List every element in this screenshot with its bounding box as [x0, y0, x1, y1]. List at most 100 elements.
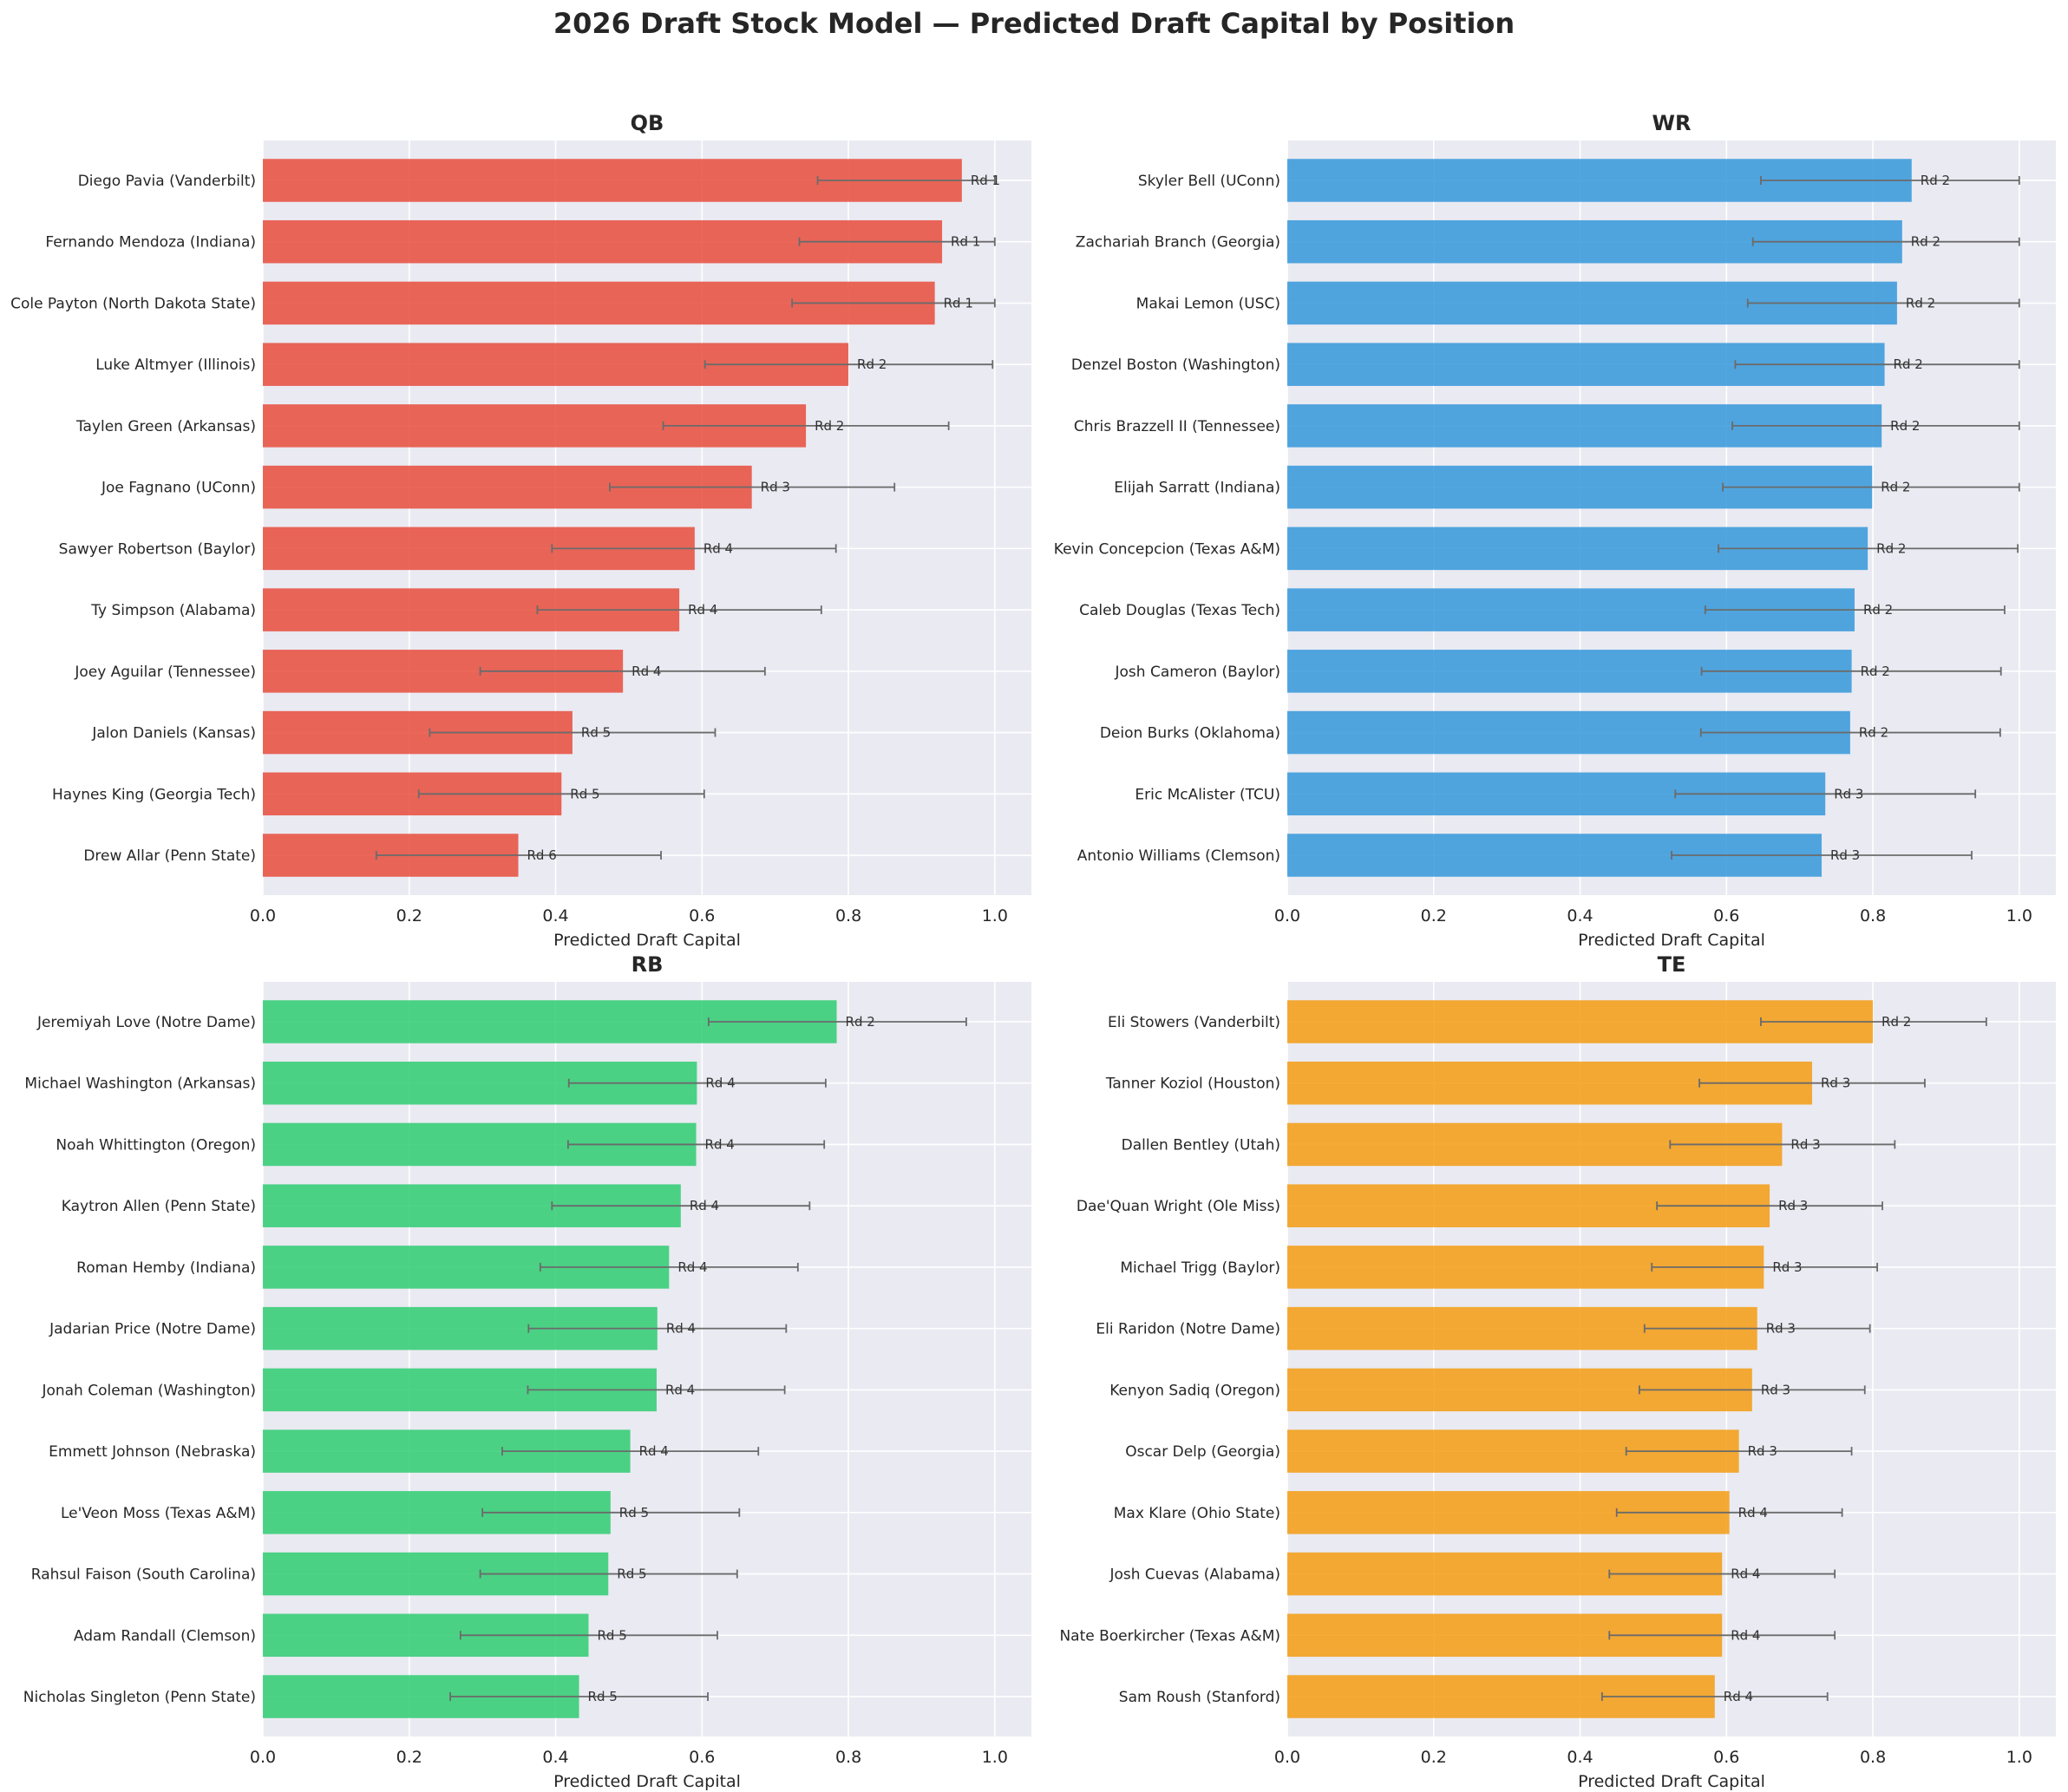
data-label: Rd 2: [846, 1014, 875, 1030]
panel-rb: Rd 2 Rd 4 Rd 4 Rd 4 Rd 4 Rd 4 Rd 4 Rd 4 Rd 5 Rd 5…: [23, 952, 1031, 1791]
x-axis-label: Predicted Draft Capital: [1578, 931, 1765, 950]
x-tick-label: 0.2: [1421, 906, 1447, 925]
data-label: Rd 2: [1906, 295, 1935, 311]
y-tick-label: Luke Altmyer (Illinois): [95, 356, 256, 374]
panel-title: RB: [632, 952, 664, 977]
y-tick-label: Ty Simpson (Alabama): [90, 602, 256, 619]
data-label: Rd 2: [1876, 540, 1906, 556]
y-tick-label: Caleb Douglas (Texas Tech): [1079, 602, 1280, 619]
x-tick-label: 1.0: [2006, 1748, 2032, 1767]
data-label: Rd 5: [617, 1566, 646, 1582]
data-label: Rd 4: [665, 1382, 695, 1397]
figure-title: 2026 Draft Stock Model — Predicted Draft…: [553, 7, 1515, 40]
y-tick-label: Jonah Coleman (Washington): [41, 1382, 256, 1399]
y-tick-label: Adam Randall (Clemson): [74, 1627, 256, 1645]
y-tick-label: Kenyon Sadiq (Oregon): [1109, 1382, 1280, 1399]
data-label: Rd 5: [588, 1689, 618, 1704]
x-tick-label: 0.4: [542, 1748, 568, 1767]
data-label: Rd 2: [1921, 173, 1950, 188]
y-tick-label: Nicholas Singleton (Penn State): [23, 1689, 256, 1706]
y-tick-label: Elijah Sarratt (Indiana): [1114, 480, 1280, 497]
data-label: Rd 5: [581, 725, 611, 741]
y-tick-label: Sawyer Robertson (Baylor): [59, 540, 256, 558]
data-label: Rd 4: [1731, 1627, 1760, 1643]
data-label: Rd 2: [1890, 418, 1920, 434]
y-tick-label: Diego Pavia (Vanderbilt): [78, 173, 256, 190]
x-tick-label: 1.0: [2006, 906, 2032, 925]
y-tick-label: Emmett Johnson (Nebraska): [49, 1443, 256, 1461]
data-label: Rd 3: [1834, 786, 1863, 801]
y-tick-label: Le'Veon Moss (Texas A&M): [61, 1505, 256, 1522]
x-tick-label: 0.6: [1713, 906, 1739, 925]
data-label: Rd 5: [597, 1627, 626, 1643]
data-label: Rd 4: [688, 602, 717, 618]
plot-area: [263, 141, 1031, 895]
data-label: Rd 5: [570, 786, 599, 801]
x-tick-label: 1.0: [982, 906, 1008, 925]
data-label: Rd 4: [639, 1443, 669, 1459]
x-tick-label: 0.8: [835, 906, 861, 925]
x-tick-label: 0.6: [1713, 1748, 1739, 1767]
data-label: Rd 3: [1778, 1198, 1808, 1213]
y-tick-label: Taylen Green (Arkansas): [75, 418, 256, 435]
data-label: Rd 4: [1731, 1566, 1760, 1582]
x-tick-label: 0.2: [396, 906, 422, 925]
x-tick-label: 0.4: [1567, 1748, 1593, 1767]
x-tick-label: 1.0: [982, 1748, 1008, 1767]
y-tick-label: Nate Boerkircher (Texas A&M): [1059, 1627, 1280, 1645]
y-tick-label: Joe Fagnano (UConn): [101, 480, 256, 497]
y-tick-label: Sam Roush (Stanford): [1119, 1689, 1280, 1706]
data-label: Rd 4: [632, 664, 661, 679]
plot-area: [1287, 982, 2056, 1736]
x-tick-label: 0.0: [1274, 906, 1300, 925]
data-label: Rd 4: [704, 540, 733, 556]
data-label: Rd 2: [1863, 602, 1893, 618]
data-label: Rd 3: [1790, 1136, 1820, 1152]
data-label: Rd 3: [1821, 1076, 1850, 1091]
x-tick-label: 0.4: [1567, 906, 1593, 925]
y-tick-label: Noah Whittington (Oregon): [56, 1136, 256, 1154]
data-label: Rd 2: [1861, 664, 1890, 679]
x-tick-label: 0.2: [1421, 1748, 1447, 1767]
y-tick-label: Josh Cuevas (Alabama): [1109, 1566, 1280, 1584]
panel-title: QB: [631, 111, 664, 135]
data-label: Rd 4: [690, 1198, 719, 1213]
data-label: Rd 4: [1724, 1689, 1753, 1704]
y-tick-label: Tanner Koziol (Houston): [1105, 1076, 1280, 1093]
y-tick-label: Denzel Boston (Washington): [1071, 356, 1280, 374]
y-tick-label: Dae'Quan Wright (Ole Miss): [1077, 1198, 1280, 1215]
x-tick-label: 0.6: [689, 906, 715, 925]
y-tick-label: Kevin Concepcion (Texas A&M): [1054, 540, 1280, 558]
plot-area: [263, 982, 1031, 1736]
y-tick-label: Haynes King (Georgia Tech): [52, 786, 256, 803]
x-axis-label: Predicted Draft Capital: [1578, 1772, 1765, 1791]
data-label: Rd 2: [1881, 1014, 1911, 1030]
y-tick-label: Chris Brazzell II (Tennessee): [1074, 418, 1280, 435]
x-tick-label: 0.2: [396, 1748, 422, 1767]
y-tick-label: Cole Payton (North Dakota State): [10, 295, 256, 312]
panel-title: TE: [1658, 952, 1686, 977]
data-label: Rd 2: [1911, 234, 1940, 250]
data-label: Rd 1: [951, 234, 980, 250]
data-label: Rd 3: [1761, 1382, 1790, 1397]
y-tick-label: Michael Washington (Arkansas): [24, 1076, 256, 1093]
y-tick-label: Eli Stowers (Vanderbilt): [1108, 1014, 1280, 1031]
y-tick-label: Deion Burks (Oklahoma): [1100, 725, 1280, 742]
y-tick-label: Rahsul Faison (South Carolina): [31, 1566, 256, 1584]
y-tick-label: Makai Lemon (USC): [1136, 295, 1280, 312]
y-tick-label: Kaytron Allen (Penn State): [62, 1198, 256, 1215]
y-tick-label: Drew Allar (Penn State): [83, 847, 256, 865]
panel-te: Rd 2 Rd 3 Rd 3 Rd 3 Rd 3 Rd 3 Rd 3 Rd 3 Rd 4 Rd 4…: [1059, 952, 2056, 1791]
x-tick-label: 0.8: [835, 1748, 861, 1767]
plot-area: [1287, 141, 2056, 895]
y-tick-label: Roman Hemby (Indiana): [76, 1259, 256, 1277]
panel-wr: Rd 2 Rd 2 Rd 2 Rd 2 Rd 2 Rd 2 Rd 2 Rd 2 Rd 2 Rd 2…: [1054, 111, 2056, 950]
data-label: Rd 3: [1772, 1259, 1802, 1275]
data-label: Rd 4: [677, 1259, 707, 1275]
y-tick-label: Max Klare (Ohio State): [1114, 1505, 1280, 1522]
x-tick-label: 0.6: [689, 1748, 715, 1767]
y-tick-label: Skyler Bell (UConn): [1138, 173, 1280, 190]
data-label: Rd 4: [705, 1136, 735, 1152]
